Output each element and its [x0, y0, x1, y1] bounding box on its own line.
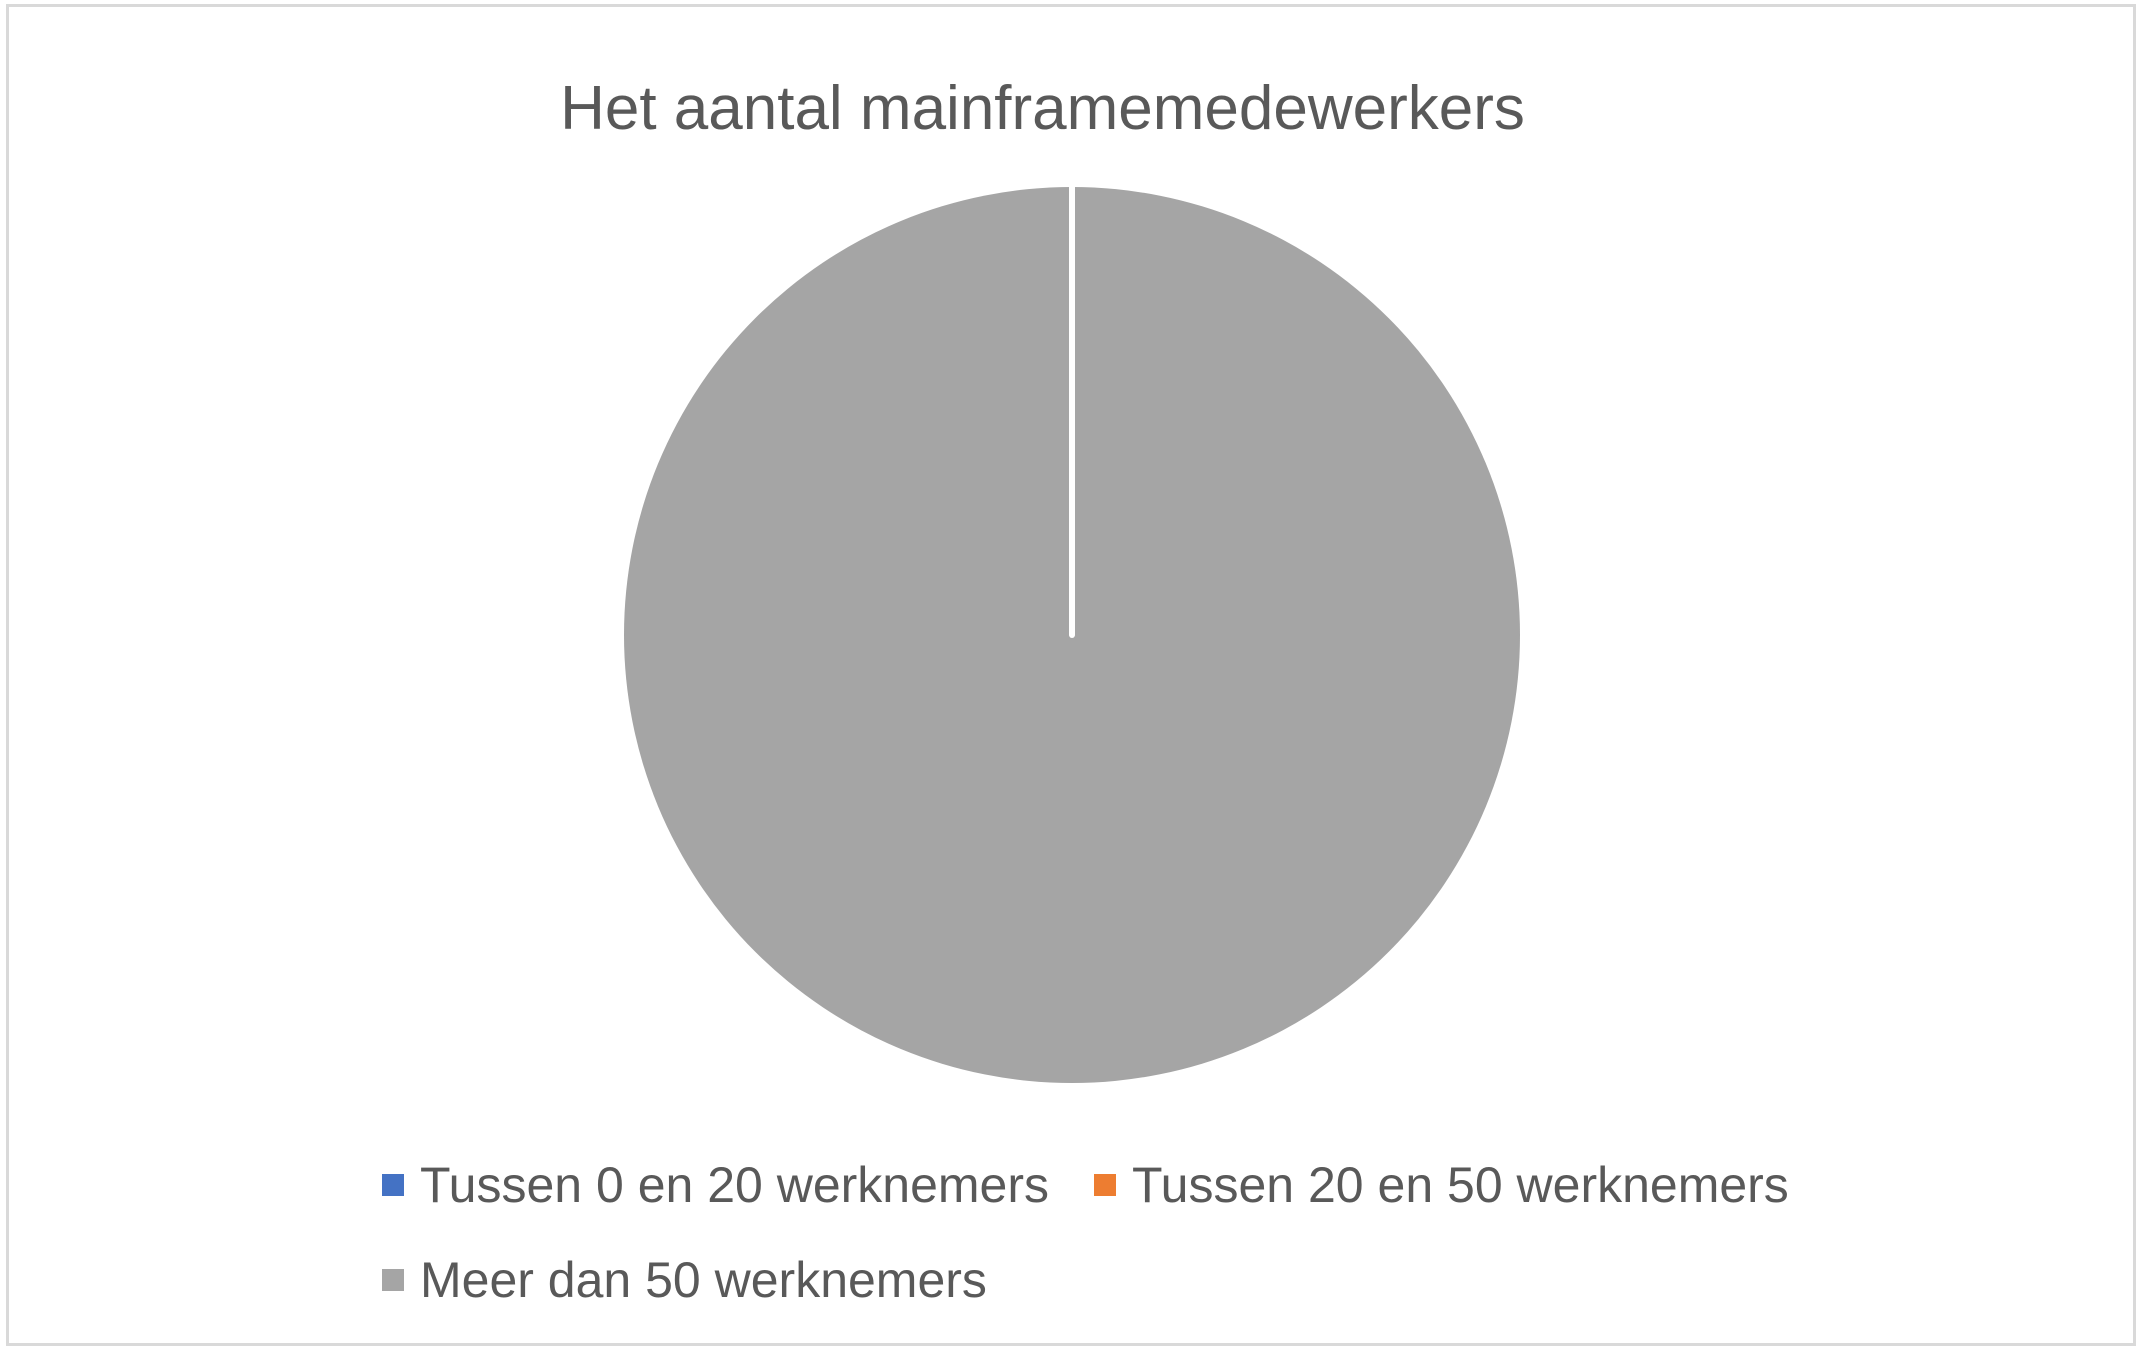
legend-label-2: Meer dan 50 werknemers [420, 1252, 987, 1308]
legend-item-0: Tussen 0 en 20 werknemers [382, 1155, 1049, 1215]
legend-swatch-1 [1094, 1174, 1116, 1196]
pie-slices [624, 182, 1520, 1083]
legend-item-1: Tussen 20 en 50 werknemers [1094, 1155, 1789, 1215]
chart-title: Het aantal mainframemedewerkers [560, 74, 1525, 143]
legend-label-1: Tussen 20 en 50 werknemers [1132, 1157, 1789, 1213]
legend-swatch-0 [382, 1174, 404, 1196]
legend-label-0: Tussen 0 en 20 werknemers [420, 1157, 1050, 1213]
legend-swatch-2 [382, 1269, 404, 1291]
legend-item-2: Meer dan 50 werknemers [382, 1250, 987, 1310]
